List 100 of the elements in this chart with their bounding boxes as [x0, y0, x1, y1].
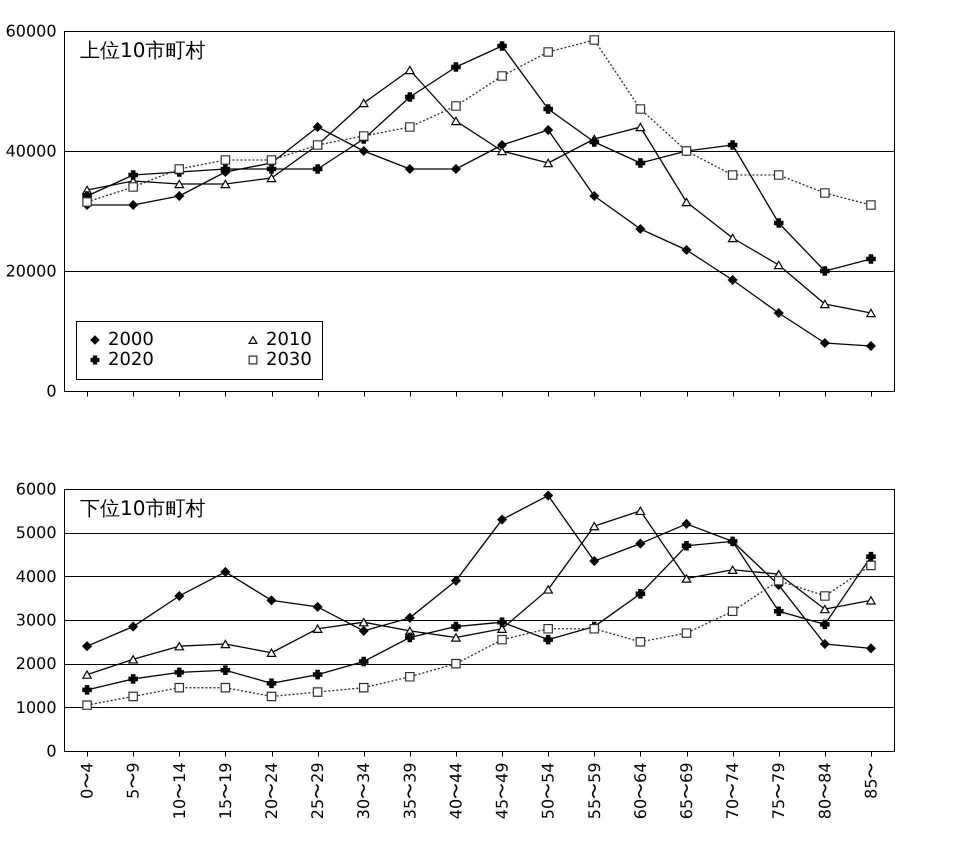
legend-label: 2000 [108, 329, 154, 350]
point [682, 540, 692, 551]
x-tick-label: 50〜54 [538, 762, 558, 820]
point [774, 308, 784, 318]
point [866, 644, 876, 654]
point [774, 606, 784, 616]
point [220, 180, 230, 188]
point [497, 634, 507, 644]
y-tick-label: 4000 [16, 566, 56, 586]
point [128, 655, 138, 664]
y-tick-label: 0 [46, 742, 56, 760]
point [82, 641, 92, 651]
point [820, 591, 830, 601]
point [820, 188, 830, 198]
y-tick-label: 20000 [6, 262, 56, 280]
point [543, 624, 553, 634]
point [358, 131, 369, 141]
point [451, 101, 461, 111]
point [589, 35, 600, 45]
point [636, 122, 646, 132]
y-tick-label: 0 [46, 382, 56, 400]
point [589, 556, 600, 566]
legend-label: 2020 [108, 349, 154, 370]
point [174, 668, 184, 678]
point [636, 538, 646, 548]
point [682, 245, 692, 255]
x-tick-label: 65〜69 [677, 762, 696, 820]
point [728, 234, 738, 242]
point [589, 137, 600, 147]
point [820, 266, 830, 276]
x-tick-label: 70〜74 [723, 762, 742, 820]
point [866, 200, 876, 210]
point [543, 158, 553, 168]
point [82, 670, 92, 679]
point [128, 692, 138, 702]
point [358, 98, 369, 108]
y-tick-label: 5000 [16, 523, 56, 542]
point [312, 602, 322, 612]
x-tick-label: 0〜4 [78, 762, 97, 799]
point [266, 678, 276, 688]
point [451, 622, 461, 632]
legend-label: 2030 [266, 349, 312, 370]
point [451, 62, 461, 72]
point [497, 71, 507, 81]
point [589, 191, 600, 201]
point [451, 576, 461, 586]
x-tick-label: 30〜34 [354, 762, 374, 820]
x-tick-label: 45〜49 [492, 762, 512, 820]
point [405, 672, 415, 682]
y-tick-label: 40000 [6, 142, 56, 160]
point [589, 522, 600, 530]
point [266, 164, 276, 174]
point [266, 648, 276, 657]
point [497, 140, 507, 150]
point [128, 622, 138, 632]
point [820, 338, 830, 348]
point [682, 198, 692, 206]
point [312, 624, 322, 633]
point [405, 613, 415, 623]
point [682, 628, 692, 638]
point [820, 604, 830, 614]
point [497, 617, 507, 627]
point [866, 254, 876, 264]
y-tick-label: 2000 [16, 654, 56, 674]
point [405, 164, 415, 174]
point [728, 170, 738, 180]
point [220, 665, 230, 675]
x-tick-label: 10〜14 [170, 762, 189, 820]
point [451, 164, 461, 174]
point [266, 174, 276, 182]
x-tick-label: 20〜24 [262, 762, 281, 820]
point [543, 125, 553, 135]
point [682, 574, 692, 583]
point [220, 567, 230, 577]
point [128, 170, 138, 180]
point [312, 122, 322, 132]
point [174, 591, 184, 601]
point [266, 596, 276, 606]
point [636, 104, 646, 114]
point [543, 104, 553, 114]
point [405, 632, 415, 642]
point [82, 685, 92, 695]
x-tick-label: 25〜29 [308, 762, 328, 820]
x-tick-label: 75〜79 [769, 762, 788, 820]
point [728, 275, 738, 285]
x-tick-label: 60〜64 [630, 762, 650, 820]
x-tick-label: 15〜19 [216, 762, 235, 820]
x-tick-label: 40〜44 [446, 762, 466, 820]
point [636, 589, 646, 599]
y-tick-label: 6000 [16, 480, 56, 498]
point [358, 682, 369, 692]
point [405, 66, 415, 74]
point [405, 92, 415, 102]
point [636, 158, 646, 168]
point [312, 670, 322, 680]
point [636, 637, 646, 647]
point [820, 620, 830, 630]
point [682, 519, 692, 529]
point [774, 576, 784, 586]
point [589, 624, 600, 634]
